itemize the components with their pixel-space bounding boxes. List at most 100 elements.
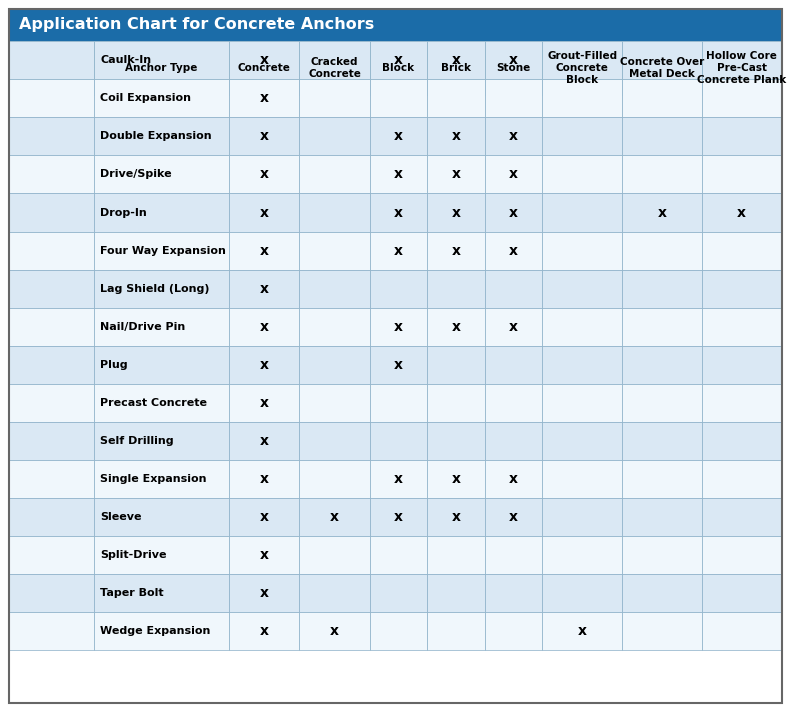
Text: Four Way Expansion: Four Way Expansion (100, 246, 226, 256)
Bar (300, 536, 369, 574)
Bar (622, 346, 702, 384)
Text: x: x (259, 167, 269, 182)
Text: x: x (394, 53, 403, 68)
Bar (702, 574, 782, 612)
Bar (369, 460, 427, 498)
Bar (702, 498, 782, 536)
Text: x: x (452, 206, 460, 219)
Bar (702, 41, 782, 95)
Bar (427, 79, 485, 117)
Bar (622, 384, 702, 422)
Text: x: x (259, 357, 269, 372)
Text: x: x (259, 53, 269, 68)
Text: Taper Bolt: Taper Bolt (100, 588, 164, 598)
Bar (542, 117, 622, 155)
Bar (622, 155, 702, 194)
Text: x: x (259, 434, 269, 448)
Bar (229, 612, 300, 650)
Text: x: x (259, 91, 269, 105)
Bar (485, 422, 542, 460)
Bar (229, 194, 300, 231)
Bar (542, 498, 622, 536)
Bar (9, 346, 93, 384)
Bar (9, 460, 93, 498)
Bar (542, 422, 622, 460)
Bar (229, 460, 300, 498)
Text: x: x (452, 320, 460, 334)
Text: x: x (394, 244, 403, 258)
Text: x: x (259, 586, 269, 600)
Bar (93, 574, 229, 612)
Text: x: x (509, 510, 518, 524)
Bar (229, 270, 300, 308)
Bar (369, 79, 427, 117)
Bar (427, 41, 485, 79)
Bar (702, 231, 782, 270)
Bar (622, 574, 702, 612)
Bar (427, 498, 485, 536)
Text: x: x (259, 244, 269, 258)
Bar (369, 231, 427, 270)
Text: x: x (452, 510, 460, 524)
Bar (93, 308, 229, 346)
Bar (300, 41, 369, 79)
Text: x: x (509, 320, 518, 334)
Bar (369, 574, 427, 612)
Bar (622, 422, 702, 460)
Bar (300, 231, 369, 270)
Text: x: x (259, 130, 269, 143)
Bar (369, 346, 427, 384)
Text: Grout-Filled
Concrete
Block: Grout-Filled Concrete Block (547, 51, 617, 85)
Bar (542, 536, 622, 574)
Text: x: x (452, 130, 460, 143)
Text: x: x (259, 624, 269, 638)
Bar (9, 498, 93, 536)
Bar (702, 155, 782, 194)
Text: x: x (509, 472, 518, 486)
Bar (229, 308, 300, 346)
Bar (622, 41, 702, 95)
Bar (485, 346, 542, 384)
Bar (427, 422, 485, 460)
Text: Wedge Expansion: Wedge Expansion (100, 626, 210, 636)
Text: x: x (259, 510, 269, 524)
Bar (427, 460, 485, 498)
Bar (369, 422, 427, 460)
Bar (369, 41, 427, 79)
Bar (93, 612, 229, 650)
Bar (300, 460, 369, 498)
Text: Application Chart for Concrete Anchors: Application Chart for Concrete Anchors (19, 17, 374, 33)
Text: Double Expansion: Double Expansion (100, 132, 212, 142)
Text: Concrete: Concrete (238, 63, 291, 73)
Bar (427, 346, 485, 384)
Text: x: x (259, 472, 269, 486)
Bar (427, 536, 485, 574)
Text: x: x (509, 130, 518, 143)
Bar (229, 41, 300, 79)
Bar (427, 308, 485, 346)
Bar (93, 231, 229, 270)
Text: Stone: Stone (496, 63, 531, 73)
Bar (93, 384, 229, 422)
Bar (485, 460, 542, 498)
Text: x: x (509, 244, 518, 258)
Text: x: x (394, 206, 403, 219)
Text: x: x (737, 206, 746, 219)
Bar (622, 117, 702, 155)
Bar (427, 155, 485, 194)
Bar (369, 612, 427, 650)
Text: Precast Concrete: Precast Concrete (100, 398, 207, 408)
Bar (369, 536, 427, 574)
Bar (93, 41, 229, 95)
Bar (300, 346, 369, 384)
Bar (542, 231, 622, 270)
Bar (229, 117, 300, 155)
Text: Sleeve: Sleeve (100, 512, 142, 522)
Bar (93, 346, 229, 384)
Text: Split-Drive: Split-Drive (100, 550, 167, 560)
Bar (93, 422, 229, 460)
Text: x: x (509, 206, 518, 219)
Text: x: x (509, 53, 518, 68)
Text: x: x (394, 472, 403, 486)
Bar (485, 117, 542, 155)
